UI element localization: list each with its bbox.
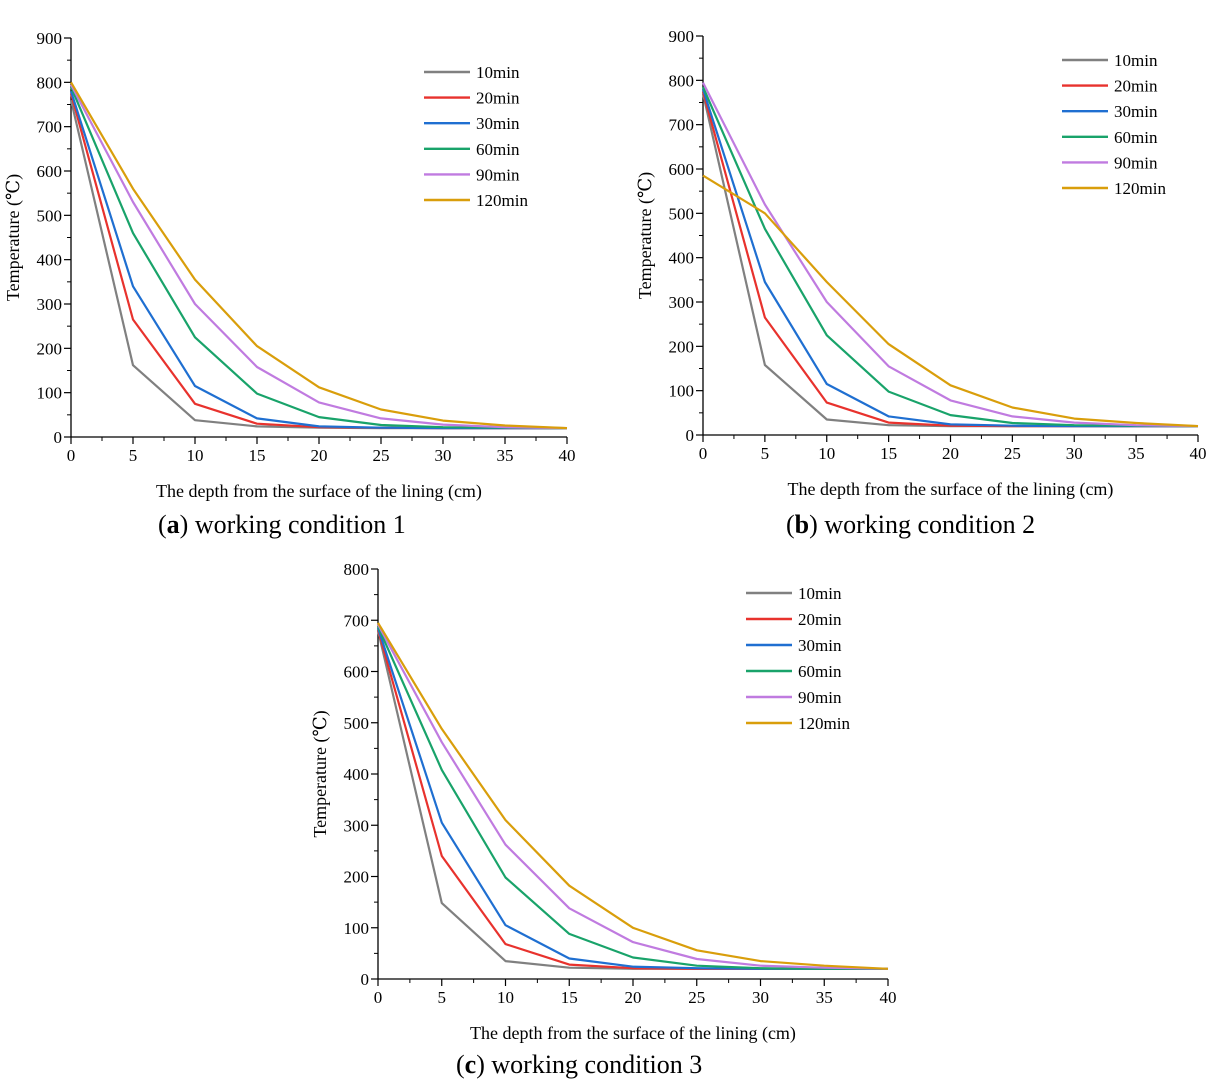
chart-a-y-axis-title: Temperature (℃): [3, 174, 24, 301]
chart-b-x-tick-label: 25: [1004, 444, 1021, 463]
chart-b-y-tick-label: 300: [669, 293, 695, 312]
chart-a-caption: (a) working condition 1: [158, 510, 406, 539]
chart-b-x-tick-label: 0: [699, 444, 708, 463]
chart-c-x-tick-label: 25: [688, 988, 705, 1007]
chart-b-x-tick-label: 5: [761, 444, 770, 463]
chart-b-y-tick-label: 600: [669, 160, 695, 179]
chart-a-legend-label-20min: 20min: [476, 89, 520, 108]
chart-c-y-tick-label: 400: [344, 765, 370, 784]
chart-b-legend-label-60min: 60min: [1114, 128, 1158, 147]
chart-c-y-tick-label: 700: [344, 611, 370, 630]
chart-c-y-tick-label: 100: [344, 919, 370, 938]
chart-b-x-tick-label: 10: [818, 444, 835, 463]
chart-b-y-tick-label: 800: [669, 71, 695, 90]
chart-a-legend-label-60min: 60min: [476, 140, 520, 159]
chart-b-x-tick-label: 35: [1128, 444, 1145, 463]
chart-a-legend-label-30min: 30min: [476, 114, 520, 133]
chart-c-series-10min: [376, 630, 888, 970]
chart-a-y-tick-label: 100: [37, 384, 63, 403]
chart-c-series-90min: [377, 623, 889, 970]
chart-a-y-tick-label: 600: [37, 162, 63, 181]
chart-a-x-tick-label: 20: [311, 446, 328, 465]
chart-c-svg: 0 5 10 15 20 25 30 35 40010020030040050060070080…: [310, 560, 897, 1044]
chart-panel-c: 0 5 10 15 20 25 30 35 40 0 100 200 300 400 500 600 700 80…: [306, 555, 906, 1090]
chart-b-legend-label-120min: 120min: [1114, 179, 1166, 198]
chart-a-y-tick-label: 0: [54, 428, 63, 447]
chart-a-y-tick-label: 400: [37, 251, 63, 270]
chart-b-y-tick-label: 700: [669, 116, 695, 135]
chart-a-x-axis-title: The depth from the surface of the lining…: [156, 481, 482, 502]
chart-c-x-tick-label: 40: [880, 988, 897, 1007]
chart-b-x-tick-label: 30: [1066, 444, 1083, 463]
chart-b-series-120min: [702, 174, 1199, 428]
chart-c-legend-label-120min: 120min: [798, 714, 850, 733]
chart-c-y-tick-label: 200: [344, 868, 370, 887]
chart-b-x-tick-label: 20: [942, 444, 959, 463]
chart-c-y-tick-label: 800: [344, 560, 370, 579]
chart-c-y-tick-label: 300: [344, 816, 370, 835]
chart-c-x-tick-label: 35: [816, 988, 833, 1007]
chart-c-legend-label-20min: 20min: [798, 610, 842, 629]
chart-b-legend-label-10min: 10min: [1114, 51, 1158, 70]
chart-a-x-tick-label: 5: [129, 446, 138, 465]
chart-c-y-axis-title: Temperature (℃): [310, 710, 331, 837]
chart-a-legend-label-10min: 10min: [476, 63, 520, 82]
chart-a-y-tick-label: 800: [37, 73, 63, 92]
chart-a-series-120min: [70, 81, 568, 430]
chart-b-y-tick-label: 100: [669, 382, 695, 401]
chart-b-y-tick-label: 0: [686, 426, 695, 445]
chart-b-legend-label-20min: 20min: [1114, 77, 1158, 96]
chart-a-legend-label-120min: 120min: [476, 191, 528, 210]
chart-c-x-tick-label: 10: [497, 988, 514, 1007]
chart-c-legend-label-60min: 60min: [798, 662, 842, 681]
chart-a-x-tick-label: 0: [67, 446, 76, 465]
chart-c-caption: (c) working condition 3: [456, 1050, 703, 1079]
chart-a-x-tick-label: 40: [559, 446, 576, 465]
chart-b-y-tick-label: 200: [669, 337, 695, 356]
chart-c-x-tick-label: 15: [561, 988, 578, 1007]
chart-a-x-tick-label: 30: [435, 446, 452, 465]
chart-c-y-tick-label: 500: [344, 714, 370, 733]
chart-a-x-tick-label: 10: [187, 446, 204, 465]
chart-a-series-90min: [70, 84, 568, 430]
chart-a-x-tick-label: 15: [249, 446, 266, 465]
chart-c-series-60min: [376, 625, 888, 970]
chart-a-y-tick-label: 700: [37, 118, 63, 137]
chart-a-legend-label-90min: 90min: [476, 165, 520, 184]
chart-a-y-tick-label: 500: [37, 206, 63, 225]
chart-panel-a: 0 5 10 15 20 25 30 35 40 0 100 200 300 400 500 600 700 80…: [0, 0, 600, 550]
chart-panel-b: 0 5 10 15 20 25 30 35 40 0 100 200 300 400 500 600 700 80…: [630, 0, 1222, 550]
chart-a-series-60min: [69, 86, 568, 430]
chart-b-legend-label-90min: 90min: [1114, 153, 1158, 172]
chart-b-series-60min: [701, 86, 1199, 428]
chart-c-y-tick-label: 0: [361, 970, 370, 989]
chart-c-series-120min: [377, 622, 889, 970]
chart-c-legend-label-10min: 10min: [798, 584, 842, 603]
chart-a-svg: 0 5 10 15 20 25 30 35 40010020030040050060070080…: [3, 29, 576, 502]
chart-c-x-tick-label: 5: [438, 988, 447, 1007]
chart-a-x-tick-label: 35: [497, 446, 514, 465]
chart-b-legend-label-30min: 30min: [1114, 102, 1158, 121]
chart-b-y-tick-label: 400: [669, 249, 695, 268]
chart-b-y-tick-label: 500: [669, 204, 695, 223]
chart-c-legend-label-30min: 30min: [798, 636, 842, 655]
chart-b-caption: (b) working condition 2: [786, 510, 1036, 539]
chart-a-y-tick-label: 300: [37, 295, 63, 314]
chart-a-y-tick-label: 900: [37, 29, 63, 48]
chart-a-y-tick-label: 200: [37, 339, 63, 358]
chart-b-svg: 0 5 10 15 20 25 30 35 40010020030040050060070080…: [635, 27, 1207, 500]
chart-a-x-tick-label: 25: [373, 446, 390, 465]
chart-b-x-axis-title: The depth from the surface of the lining…: [788, 479, 1114, 500]
chart-c-x-tick-label: 30: [752, 988, 769, 1007]
chart-b-y-tick-label: 900: [669, 27, 695, 46]
chart-c-x-axis-title: The depth from the surface of the lining…: [470, 1023, 796, 1044]
chart-b-y-axis-title: Temperature (℃): [635, 172, 656, 299]
chart-c-x-tick-label: 0: [374, 988, 383, 1007]
chart-b-x-tick-label: 15: [880, 444, 897, 463]
chart-b-x-tick-label: 40: [1190, 444, 1207, 463]
chart-c-x-tick-label: 20: [625, 988, 642, 1007]
chart-c-legend-label-90min: 90min: [798, 688, 842, 707]
chart-c-y-tick-label: 600: [344, 663, 370, 682]
